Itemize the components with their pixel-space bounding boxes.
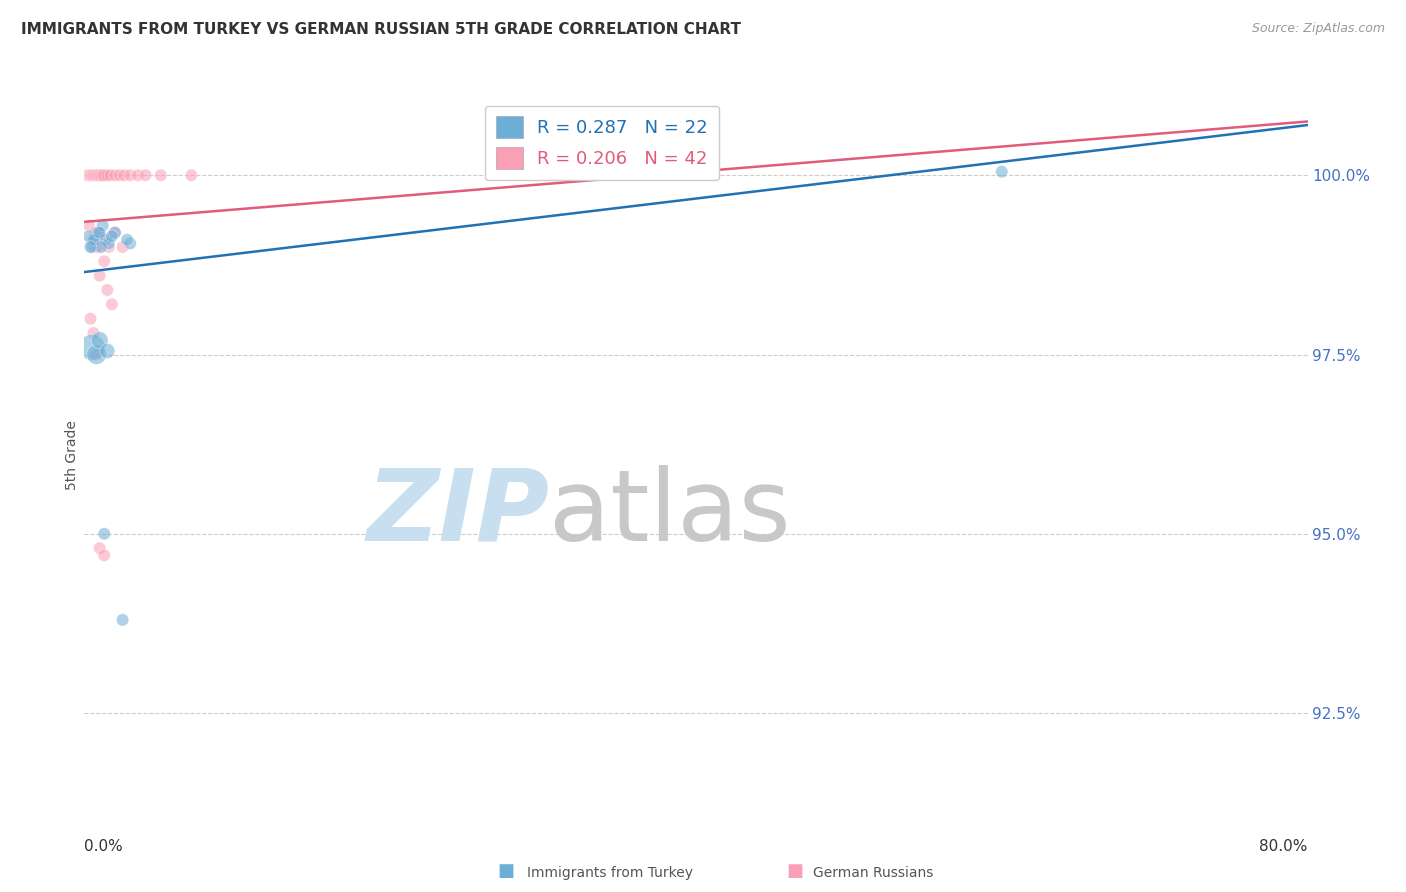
- Point: [111, 613, 134, 627]
- Point: [87, 226, 110, 240]
- Text: Immigrants from Turkey: Immigrants from Turkey: [527, 865, 693, 880]
- Point: [90, 233, 112, 247]
- Point: [93, 526, 115, 541]
- Point: [77, 219, 100, 233]
- Point: [83, 233, 105, 247]
- Point: [89, 268, 111, 283]
- Point: [80, 233, 103, 247]
- Point: [89, 226, 111, 240]
- Point: [79, 311, 101, 326]
- Point: [180, 168, 202, 182]
- Point: [120, 236, 142, 251]
- Point: [97, 240, 120, 254]
- Point: [97, 236, 120, 251]
- Point: [101, 229, 124, 244]
- Point: [84, 233, 107, 247]
- Point: [127, 168, 149, 182]
- Point: [149, 168, 172, 182]
- Text: 0.0%: 0.0%: [84, 838, 124, 854]
- Point: [87, 226, 110, 240]
- Text: ■: ■: [498, 862, 515, 880]
- Point: [80, 168, 103, 182]
- Text: Source: ZipAtlas.com: Source: ZipAtlas.com: [1251, 22, 1385, 36]
- Legend: R = 0.287   N = 22, R = 0.206   N = 42: R = 0.287 N = 22, R = 0.206 N = 42: [485, 105, 718, 180]
- Point: [86, 168, 108, 182]
- Point: [98, 168, 121, 182]
- Point: [86, 347, 108, 361]
- Point: [84, 226, 107, 240]
- Point: [79, 168, 101, 182]
- Point: [77, 229, 100, 244]
- Point: [89, 333, 111, 347]
- Text: 80.0%: 80.0%: [1260, 838, 1308, 854]
- Point: [80, 233, 103, 247]
- Point: [108, 168, 131, 182]
- Text: German Russians: German Russians: [813, 865, 934, 880]
- Y-axis label: 5th Grade: 5th Grade: [65, 420, 79, 490]
- Point: [112, 168, 135, 182]
- Point: [115, 233, 138, 247]
- Point: [80, 240, 103, 254]
- Point: [83, 326, 105, 340]
- Text: atlas: atlas: [550, 465, 790, 562]
- Point: [90, 168, 112, 182]
- Point: [87, 168, 110, 182]
- Text: IMMIGRANTS FROM TURKEY VS GERMAN RUSSIAN 5TH GRADE CORRELATION CHART: IMMIGRANTS FROM TURKEY VS GERMAN RUSSIAN…: [21, 22, 741, 37]
- Point: [120, 168, 142, 182]
- Point: [93, 254, 115, 268]
- Point: [93, 168, 115, 182]
- Point: [91, 233, 114, 247]
- Point: [991, 164, 1014, 178]
- Point: [91, 168, 114, 182]
- Point: [93, 549, 115, 563]
- Point: [84, 168, 107, 182]
- Point: [89, 168, 111, 182]
- Point: [76, 168, 98, 182]
- Point: [80, 340, 103, 354]
- Point: [101, 297, 124, 311]
- Point: [104, 226, 127, 240]
- Point: [84, 240, 107, 254]
- Point: [86, 347, 108, 361]
- Point: [104, 226, 127, 240]
- Text: ZIP: ZIP: [366, 465, 550, 562]
- Point: [83, 168, 105, 182]
- Text: ■: ■: [786, 862, 803, 880]
- Point: [79, 240, 101, 254]
- Point: [96, 168, 118, 182]
- Point: [111, 240, 134, 254]
- Point: [90, 240, 112, 254]
- Point: [94, 233, 117, 247]
- Point: [96, 283, 118, 297]
- Point: [89, 541, 111, 556]
- Point: [91, 219, 114, 233]
- Point: [135, 168, 157, 182]
- Point: [104, 168, 127, 182]
- Point: [87, 240, 110, 254]
- Point: [96, 343, 118, 358]
